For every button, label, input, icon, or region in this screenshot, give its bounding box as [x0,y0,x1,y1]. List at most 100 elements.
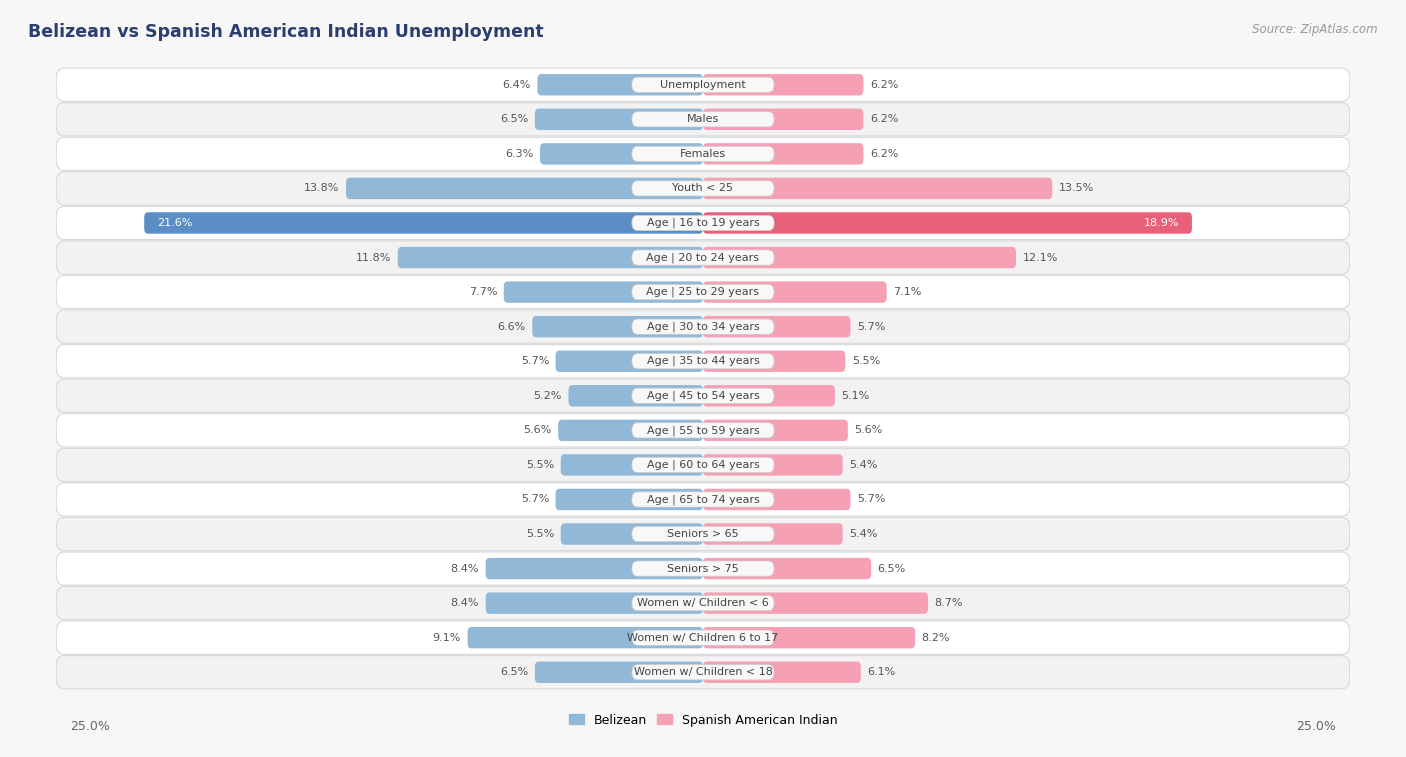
Text: Belizean vs Spanish American Indian Unemployment: Belizean vs Spanish American Indian Unem… [28,23,544,41]
FancyBboxPatch shape [631,526,775,541]
FancyBboxPatch shape [631,319,775,335]
FancyBboxPatch shape [631,596,775,611]
Text: Age | 65 to 74 years: Age | 65 to 74 years [647,494,759,505]
Text: 5.6%: 5.6% [523,425,551,435]
FancyBboxPatch shape [503,282,703,303]
FancyBboxPatch shape [56,448,1350,481]
Legend: Belizean, Spanish American Indian: Belizean, Spanish American Indian [564,709,842,731]
Text: 9.1%: 9.1% [433,633,461,643]
FancyBboxPatch shape [703,489,851,510]
FancyBboxPatch shape [56,621,1350,654]
FancyBboxPatch shape [56,310,1350,343]
Text: 6.2%: 6.2% [870,114,898,124]
FancyBboxPatch shape [703,74,863,95]
FancyBboxPatch shape [631,216,775,231]
Text: Women w/ Children < 6: Women w/ Children < 6 [637,598,769,608]
Text: 5.7%: 5.7% [520,357,550,366]
Text: 7.7%: 7.7% [468,287,498,297]
FancyBboxPatch shape [468,627,703,649]
FancyBboxPatch shape [56,103,1350,136]
Text: Age | 60 to 64 years: Age | 60 to 64 years [647,459,759,470]
Text: Age | 45 to 54 years: Age | 45 to 54 years [647,391,759,401]
FancyBboxPatch shape [703,108,863,130]
Text: Youth < 25: Youth < 25 [672,183,734,194]
Text: 6.2%: 6.2% [870,149,898,159]
Text: Females: Females [681,149,725,159]
Text: 5.6%: 5.6% [855,425,883,435]
Text: 25.0%: 25.0% [1296,720,1336,734]
Text: 8.2%: 8.2% [921,633,950,643]
Text: 5.5%: 5.5% [526,529,554,539]
Text: 18.9%: 18.9% [1143,218,1180,228]
FancyBboxPatch shape [703,316,851,338]
FancyBboxPatch shape [703,247,1017,268]
Text: 7.1%: 7.1% [893,287,921,297]
Text: Women w/ Children 6 to 17: Women w/ Children 6 to 17 [627,633,779,643]
Text: 11.8%: 11.8% [356,253,391,263]
FancyBboxPatch shape [56,518,1350,550]
FancyBboxPatch shape [56,137,1350,170]
FancyBboxPatch shape [485,558,703,579]
FancyBboxPatch shape [56,379,1350,413]
FancyBboxPatch shape [631,561,775,576]
Text: 5.7%: 5.7% [520,494,550,504]
Text: 25.0%: 25.0% [70,720,110,734]
Text: 5.1%: 5.1% [841,391,870,400]
FancyBboxPatch shape [534,108,703,130]
FancyBboxPatch shape [703,593,928,614]
FancyBboxPatch shape [631,630,775,645]
FancyBboxPatch shape [485,593,703,614]
FancyBboxPatch shape [145,212,703,234]
FancyBboxPatch shape [631,388,775,403]
FancyBboxPatch shape [631,457,775,472]
FancyBboxPatch shape [56,587,1350,620]
Text: 5.2%: 5.2% [534,391,562,400]
FancyBboxPatch shape [703,385,835,407]
Text: 6.3%: 6.3% [505,149,533,159]
FancyBboxPatch shape [703,350,845,372]
FancyBboxPatch shape [631,665,775,680]
FancyBboxPatch shape [346,178,703,199]
Text: Unemployment: Unemployment [661,79,745,90]
Text: 8.4%: 8.4% [451,598,479,608]
FancyBboxPatch shape [56,276,1350,309]
Text: Seniors > 65: Seniors > 65 [668,529,738,539]
FancyBboxPatch shape [703,558,872,579]
Text: 6.6%: 6.6% [498,322,526,332]
FancyBboxPatch shape [703,627,915,649]
Text: 13.5%: 13.5% [1059,183,1094,194]
FancyBboxPatch shape [631,285,775,300]
FancyBboxPatch shape [56,241,1350,274]
Text: Age | 20 to 24 years: Age | 20 to 24 years [647,252,759,263]
FancyBboxPatch shape [631,181,775,196]
FancyBboxPatch shape [631,77,775,92]
FancyBboxPatch shape [561,454,703,475]
Text: 6.5%: 6.5% [501,114,529,124]
FancyBboxPatch shape [561,523,703,545]
Text: Males: Males [688,114,718,124]
Text: 6.1%: 6.1% [868,667,896,678]
Text: Age | 55 to 59 years: Age | 55 to 59 years [647,425,759,435]
FancyBboxPatch shape [703,282,887,303]
Text: 5.4%: 5.4% [849,460,877,470]
Text: 8.4%: 8.4% [451,563,479,574]
FancyBboxPatch shape [56,656,1350,689]
FancyBboxPatch shape [703,523,842,545]
Text: 6.2%: 6.2% [870,79,898,90]
Text: Source: ZipAtlas.com: Source: ZipAtlas.com [1253,23,1378,36]
Text: 6.5%: 6.5% [501,667,529,678]
FancyBboxPatch shape [558,419,703,441]
Text: Age | 16 to 19 years: Age | 16 to 19 years [647,218,759,229]
FancyBboxPatch shape [534,662,703,683]
Text: 5.7%: 5.7% [856,322,886,332]
FancyBboxPatch shape [56,483,1350,516]
FancyBboxPatch shape [703,143,863,164]
FancyBboxPatch shape [398,247,703,268]
FancyBboxPatch shape [533,316,703,338]
FancyBboxPatch shape [56,344,1350,378]
Text: 21.6%: 21.6% [157,218,193,228]
Text: 6.4%: 6.4% [502,79,531,90]
FancyBboxPatch shape [631,112,775,127]
FancyBboxPatch shape [56,207,1350,239]
FancyBboxPatch shape [703,178,1052,199]
